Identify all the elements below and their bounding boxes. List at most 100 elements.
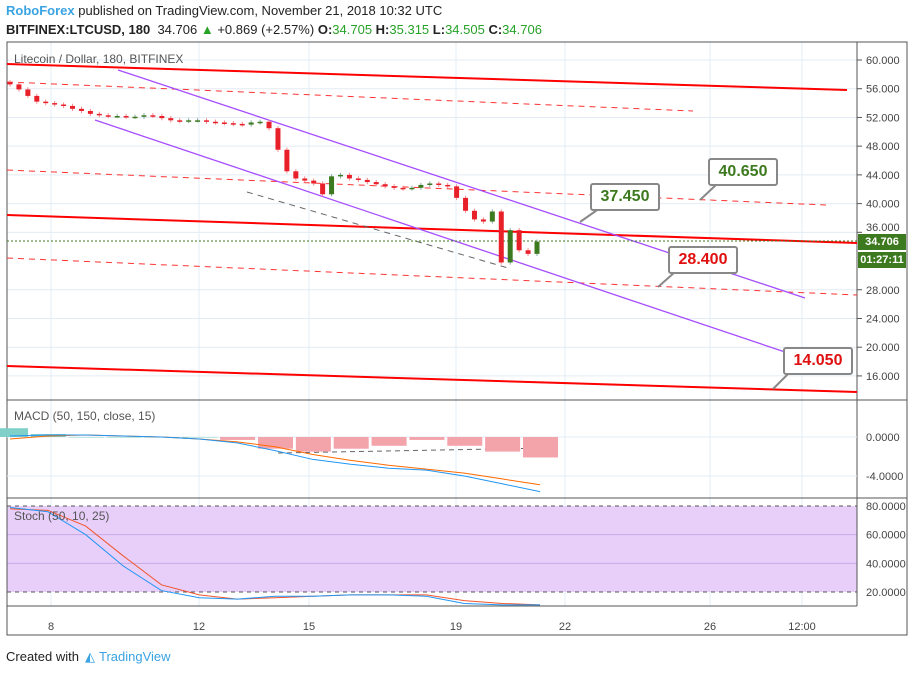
time-tick-label: 15 — [303, 621, 315, 633]
candle — [418, 184, 424, 188]
publish-info: RoboForex published on TradingView.com, … — [6, 3, 442, 18]
axes: 60.000 56.000 52.000 48.000 44.000 40.000 36.0… — [48, 55, 900, 633]
candle — [364, 179, 370, 183]
low-value: 34.505 — [445, 22, 485, 37]
candle — [7, 82, 13, 85]
macd-tick-label: 0.0000 — [866, 432, 900, 444]
stoch-tick-label: 40.0000 — [866, 558, 906, 570]
candle — [463, 197, 469, 211]
main-pane-title: Litecoin / Dollar, 180, BITFINEX — [14, 52, 184, 66]
stoch-pane: 80.0000 60.0000 40.0000 20.0000 — [9, 501, 906, 606]
brand-link[interactable]: RoboForex — [6, 3, 75, 18]
candle — [534, 241, 540, 254]
macd-histogram-bar — [333, 437, 369, 449]
candle — [427, 183, 433, 185]
high-value: 35.315 — [389, 22, 430, 37]
countdown-tag: 01:27:11 — [858, 252, 906, 268]
channel-lower[interactable] — [94, 119, 786, 353]
candle — [34, 95, 40, 102]
candle — [329, 176, 335, 195]
price-tag: 34.706 — [858, 234, 906, 250]
candle — [141, 115, 147, 117]
macd-histogram-bar — [447, 437, 483, 446]
high-label: H: — [375, 22, 390, 37]
callout-28400[interactable]: 28.400 — [668, 246, 738, 274]
candle — [114, 116, 120, 118]
callout-pointer — [657, 271, 676, 288]
dashed-level[interactable] — [6, 257, 858, 296]
macd-tick-label: -4.0000 — [866, 471, 903, 483]
open-label: O: — [317, 22, 333, 37]
dashed-level[interactable] — [6, 169, 827, 206]
macd-histogram-bar — [409, 437, 445, 440]
candle — [498, 211, 504, 263]
candle — [382, 184, 388, 187]
publish-text: published on TradingView.com, November 2… — [74, 3, 443, 18]
candle — [507, 230, 513, 263]
close-label: C: — [488, 22, 503, 37]
gray-trend[interactable] — [246, 191, 509, 269]
price-tick-label: 44.000 — [866, 170, 900, 182]
middle-line[interactable] — [6, 214, 858, 244]
support-line[interactable] — [6, 365, 858, 393]
candle — [43, 101, 49, 104]
low-label: L: — [432, 22, 446, 37]
stoch-grid — [7, 505, 857, 593]
candle — [525, 250, 531, 254]
candle — [61, 104, 67, 107]
candle — [257, 121, 263, 124]
candle — [275, 128, 281, 150]
macd-histogram-bar — [523, 437, 558, 458]
time-tick-label: 19 — [450, 621, 462, 633]
callout-40650[interactable]: 40.650 — [708, 158, 778, 186]
macd-histogram-bar — [0, 428, 28, 437]
macd-histogram-bar — [258, 437, 293, 449]
dashed-level[interactable] — [6, 81, 694, 112]
resistance-line[interactable] — [6, 63, 848, 91]
callout-14050[interactable]: 14.050 — [783, 347, 853, 375]
price-tick-label: 36.000 — [866, 222, 900, 234]
candle — [293, 171, 299, 179]
candle — [320, 183, 326, 195]
close-value: 34.706 — [502, 22, 542, 37]
candle — [87, 110, 93, 114]
candle — [391, 186, 397, 188]
callout-37450[interactable]: 37.450 — [590, 183, 660, 211]
candle — [489, 211, 495, 222]
macd-histogram-bar — [371, 437, 407, 446]
stoch-tick-label: 20.0000 — [866, 587, 906, 599]
candle — [177, 120, 183, 122]
tradingview-link[interactable]: TradingView — [98, 649, 171, 664]
stoch-tick-label: 80.0000 — [866, 501, 906, 513]
time-tick-label: 12:00 — [788, 621, 816, 633]
stoch-tick-label: 60.0000 — [866, 530, 906, 542]
price-tick-label: 52.000 — [866, 112, 900, 124]
candle — [16, 84, 22, 90]
candle — [346, 174, 352, 179]
candle — [25, 89, 31, 96]
candle — [471, 210, 477, 220]
stoch-d-line — [9, 508, 541, 606]
candle — [186, 120, 192, 122]
macd-histogram-bar — [182, 437, 218, 438]
symbol-info: BITFINEX:LTCUSD, 180 34.706 ▲ +0.869 (+2… — [6, 22, 542, 37]
candle — [337, 174, 343, 177]
candle — [230, 123, 236, 125]
candle — [204, 120, 210, 122]
tradingview-logo-icon[interactable]: ◭ — [84, 649, 95, 664]
candle — [409, 187, 415, 190]
candle — [212, 121, 218, 124]
time-tick-label: 26 — [704, 621, 716, 633]
last-price: 34.706 — [157, 22, 198, 37]
price-tick-label: 60.000 — [866, 55, 900, 67]
candle — [195, 120, 201, 122]
candle — [284, 149, 290, 172]
candle — [302, 178, 308, 181]
candle — [52, 103, 58, 105]
candle — [355, 178, 361, 180]
candle — [132, 116, 138, 119]
candle — [266, 121, 272, 129]
candle — [311, 180, 317, 184]
candle — [248, 122, 254, 125]
